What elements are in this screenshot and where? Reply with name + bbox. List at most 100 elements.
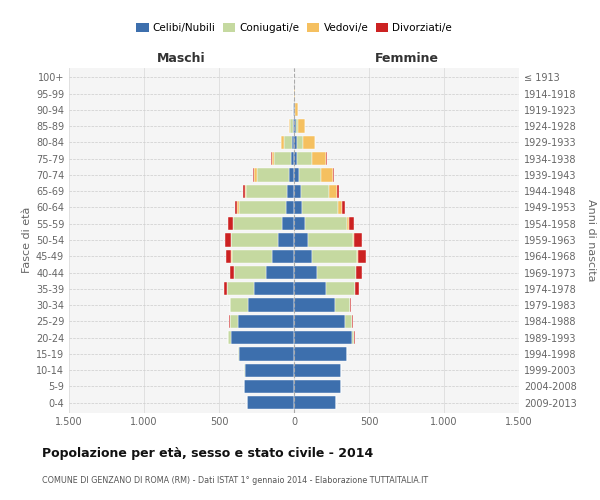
Bar (296, 136, 304, 149)
Bar (321, 168, 332, 181)
Bar (244, 380, 294, 393)
Bar (245, 184, 246, 198)
Bar (294, 314, 345, 328)
Bar (229, 331, 231, 344)
Bar (355, 234, 362, 246)
Bar (347, 217, 349, 230)
Bar (345, 314, 352, 328)
Bar (337, 184, 338, 198)
Bar (325, 282, 355, 296)
Bar (292, 136, 294, 149)
Bar (312, 250, 357, 263)
Bar (226, 250, 232, 263)
Bar (311, 152, 326, 166)
Bar (326, 152, 327, 166)
Bar (281, 136, 284, 149)
Bar (349, 217, 354, 230)
Bar (289, 168, 294, 181)
Bar (254, 168, 257, 181)
Text: Maschi: Maschi (157, 52, 206, 65)
Bar (298, 120, 305, 133)
Bar (232, 250, 272, 263)
Bar (294, 347, 347, 360)
Bar (257, 168, 289, 181)
Bar (254, 282, 294, 296)
Bar (230, 298, 248, 312)
Text: COMUNE DI GENZANO DI ROMA (RM) - Dati ISTAT 1° gennaio 2014 - Elaborazione TUTTA: COMUNE DI GENZANO DI ROMA (RM) - Dati IS… (42, 476, 428, 485)
Bar (294, 396, 336, 409)
Bar (294, 331, 352, 344)
Bar (294, 120, 296, 133)
Bar (302, 201, 337, 214)
Bar (355, 282, 359, 296)
Bar (337, 201, 342, 214)
Bar (272, 250, 294, 263)
Bar (356, 266, 362, 279)
Bar (299, 168, 321, 181)
Bar (271, 152, 272, 166)
Bar (266, 266, 294, 279)
Bar (294, 266, 317, 279)
Bar (294, 380, 341, 393)
Bar (246, 184, 287, 198)
Bar (239, 347, 294, 360)
Bar (294, 364, 341, 377)
Bar (290, 120, 293, 133)
Bar (353, 234, 355, 246)
Bar (293, 120, 294, 133)
Bar (305, 217, 347, 230)
Bar (296, 120, 298, 133)
Bar (358, 250, 366, 263)
Bar (233, 217, 282, 230)
Bar (235, 201, 238, 214)
Bar (329, 184, 337, 198)
Bar (238, 347, 239, 360)
Bar (245, 364, 294, 377)
Bar (227, 282, 254, 296)
Bar (229, 314, 238, 328)
Bar (295, 103, 298, 117)
Bar (308, 234, 353, 246)
Bar (294, 136, 296, 149)
Bar (248, 298, 294, 312)
Bar (294, 234, 308, 246)
Text: Femmine: Femmine (374, 52, 439, 65)
Bar (289, 120, 290, 133)
Bar (342, 201, 345, 214)
Bar (355, 266, 356, 279)
Bar (298, 152, 311, 166)
Bar (224, 282, 227, 296)
Bar (274, 152, 291, 166)
Bar (350, 298, 352, 312)
Legend: Celibi/Nubili, Coniugati/e, Vedovi/e, Divorziati/e: Celibi/Nubili, Coniugati/e, Vedovi/e, Di… (132, 19, 456, 38)
Bar (335, 298, 350, 312)
Bar (294, 250, 312, 263)
Bar (301, 184, 329, 198)
Bar (238, 314, 294, 328)
Bar (278, 234, 294, 246)
Bar (231, 331, 294, 344)
Bar (294, 168, 299, 181)
Bar (294, 103, 295, 117)
Y-axis label: Anni di nascita: Anni di nascita (586, 198, 596, 281)
Text: Popolazione per età, sesso e stato civile - 2014: Popolazione per età, sesso e stato civil… (42, 448, 373, 460)
Bar (229, 266, 234, 279)
Bar (294, 184, 301, 198)
Bar (294, 201, 302, 214)
Bar (286, 201, 294, 214)
Bar (294, 217, 305, 230)
Bar (291, 152, 294, 166)
Bar (238, 201, 239, 214)
Bar (247, 396, 294, 409)
Bar (225, 234, 230, 246)
Bar (357, 250, 358, 263)
Bar (332, 168, 334, 181)
Bar (229, 217, 233, 230)
Bar (284, 136, 292, 149)
Bar (317, 266, 355, 279)
Y-axis label: Fasce di età: Fasce di età (22, 207, 32, 273)
Bar (287, 184, 294, 198)
Bar (239, 201, 286, 214)
Bar (293, 103, 294, 117)
Bar (282, 217, 294, 230)
